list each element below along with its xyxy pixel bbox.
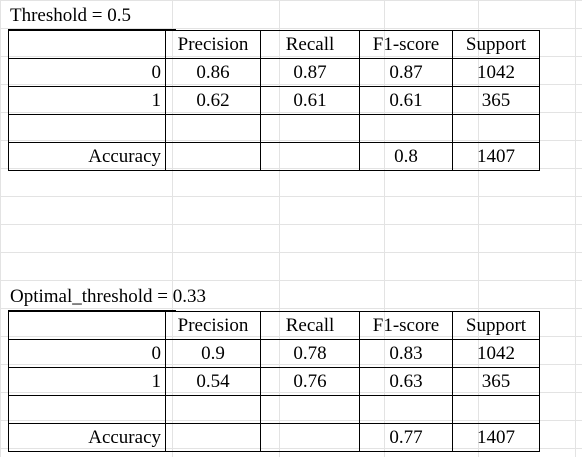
- sheet-column-line: [279, 0, 280, 457]
- header-cell-f1-score[interactable]: F1-score: [359, 311, 453, 340]
- caption-underline: [8, 29, 176, 30]
- f1-score-cell[interactable]: 0.63: [359, 367, 453, 396]
- accuracy-value-cell[interactable]: 0.77: [359, 423, 453, 452]
- table-row: 1 0.54 0.76 0.63 365: [8, 367, 540, 396]
- sheet-column-line: [575, 0, 576, 457]
- row-label-cell[interactable]: 1: [8, 86, 166, 115]
- caption-underline: [8, 310, 176, 311]
- table-header-row: Precision Recall F1-score Support: [8, 30, 540, 59]
- support-cell[interactable]: 1042: [452, 339, 540, 368]
- header-cell-recall[interactable]: Recall: [260, 311, 360, 340]
- table-row-empty: [8, 114, 540, 143]
- row-label-cell[interactable]: 1: [8, 367, 166, 396]
- f1-score-cell[interactable]: 0.61: [359, 86, 453, 115]
- recall-cell[interactable]: 0.87: [260, 58, 360, 87]
- header-cell-precision[interactable]: Precision: [165, 30, 261, 59]
- precision-cell[interactable]: 0.9: [165, 339, 261, 368]
- recall-cell[interactable]: 0.76: [260, 367, 360, 396]
- recall-cell[interactable]: 0.78: [260, 339, 360, 368]
- empty-cell[interactable]: [165, 395, 261, 424]
- precision-cell[interactable]: 0.62: [165, 86, 261, 115]
- header-cell-support[interactable]: Support: [452, 30, 540, 59]
- empty-cell[interactable]: [260, 395, 360, 424]
- table-row: 0 0.86 0.87 0.87 1042: [8, 58, 540, 87]
- support-cell[interactable]: 365: [452, 86, 540, 115]
- metrics-table-threshold: Precision Recall F1-score Support 0 0.86…: [8, 30, 540, 171]
- row-label-cell[interactable]: 0: [8, 339, 166, 368]
- accuracy-row: Accuracy 0.8 1407: [8, 142, 540, 171]
- accuracy-value-cell[interactable]: 0.8: [359, 142, 453, 171]
- header-cell-blank[interactable]: [8, 30, 166, 59]
- empty-cell[interactable]: [165, 423, 261, 452]
- empty-cell[interactable]: [452, 114, 540, 143]
- precision-cell[interactable]: 0.86: [165, 58, 261, 87]
- recall-cell[interactable]: 0.61: [260, 86, 360, 115]
- header-cell-blank[interactable]: [8, 311, 166, 340]
- threshold-caption: Threshold = 0.5: [10, 5, 132, 26]
- empty-cell[interactable]: [8, 395, 166, 424]
- support-cell[interactable]: 1407: [452, 423, 540, 452]
- header-cell-f1-score[interactable]: F1-score: [359, 30, 453, 59]
- accuracy-row: Accuracy 0.77 1407: [8, 423, 540, 452]
- empty-cell[interactable]: [8, 114, 166, 143]
- table-row: 1 0.62 0.61 0.61 365: [8, 86, 540, 115]
- f1-score-cell[interactable]: 0.83: [359, 339, 453, 368]
- metrics-table-optimal-threshold: Precision Recall F1-score Support 0 0.9 …: [8, 311, 540, 452]
- sheet-column-line: [478, 0, 479, 457]
- empty-cell[interactable]: [359, 395, 453, 424]
- empty-cell[interactable]: [165, 114, 261, 143]
- table-header-row: Precision Recall F1-score Support: [8, 311, 540, 340]
- support-cell[interactable]: 365: [452, 367, 540, 396]
- header-cell-precision[interactable]: Precision: [165, 311, 261, 340]
- f1-score-cell[interactable]: 0.87: [359, 58, 453, 87]
- accuracy-label-cell[interactable]: Accuracy: [8, 423, 166, 452]
- empty-cell[interactable]: [260, 142, 360, 171]
- empty-cell[interactable]: [260, 114, 360, 143]
- table-row-empty: [8, 395, 540, 424]
- precision-cell[interactable]: 0.54: [165, 367, 261, 396]
- row-label-cell[interactable]: 0: [8, 58, 166, 87]
- header-cell-support[interactable]: Support: [452, 311, 540, 340]
- empty-cell[interactable]: [165, 142, 261, 171]
- empty-cell[interactable]: [260, 423, 360, 452]
- header-cell-recall[interactable]: Recall: [260, 30, 360, 59]
- sheet-column-line: [172, 0, 173, 457]
- support-cell[interactable]: 1407: [452, 142, 540, 171]
- empty-cell[interactable]: [452, 395, 540, 424]
- accuracy-label-cell[interactable]: Accuracy: [8, 142, 166, 171]
- support-cell[interactable]: 1042: [452, 58, 540, 87]
- empty-cell[interactable]: [359, 114, 453, 143]
- table-row: 0 0.9 0.78 0.83 1042: [8, 339, 540, 368]
- optimal-threshold-caption: Optimal_threshold = 0.33: [10, 286, 206, 307]
- sheet-column-line: [384, 0, 385, 457]
